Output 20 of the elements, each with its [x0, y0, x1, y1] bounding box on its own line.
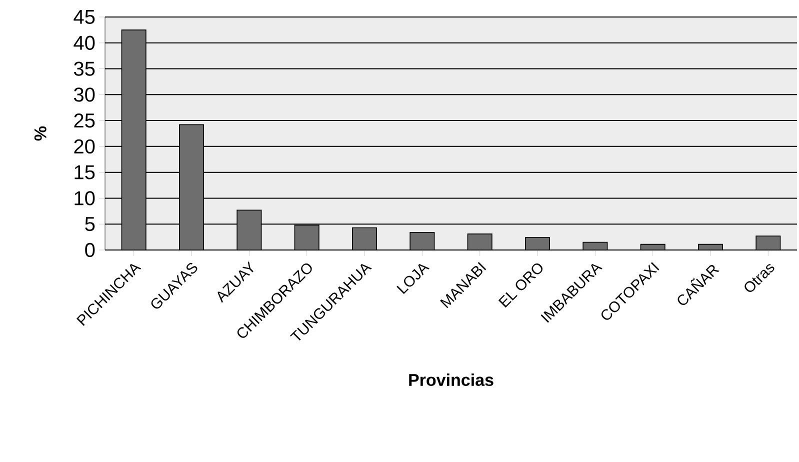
x-axis-title: Provincias	[409, 374, 494, 386]
y-tick-label: 0	[85, 242, 95, 258]
y-tick-label: 45	[74, 10, 95, 24]
y-tick-label: 35	[74, 62, 95, 76]
bar	[467, 234, 492, 250]
bar	[294, 224, 320, 250]
y-tick-label: 15	[74, 165, 95, 180]
bar	[236, 210, 262, 250]
y-tick-label: 20	[74, 139, 95, 154]
bar	[121, 30, 146, 250]
y-tick-label: 40	[74, 36, 95, 50]
bar	[756, 236, 781, 250]
y-tick-label: 25	[74, 113, 95, 128]
bar	[352, 227, 378, 250]
y-tick-label: 10	[74, 191, 95, 206]
y-tick-label: 5	[85, 217, 95, 232]
y-axis-title: %	[34, 126, 46, 141]
bar	[410, 232, 435, 250]
y-tick-label: 30	[74, 88, 95, 102]
bar	[179, 124, 204, 250]
